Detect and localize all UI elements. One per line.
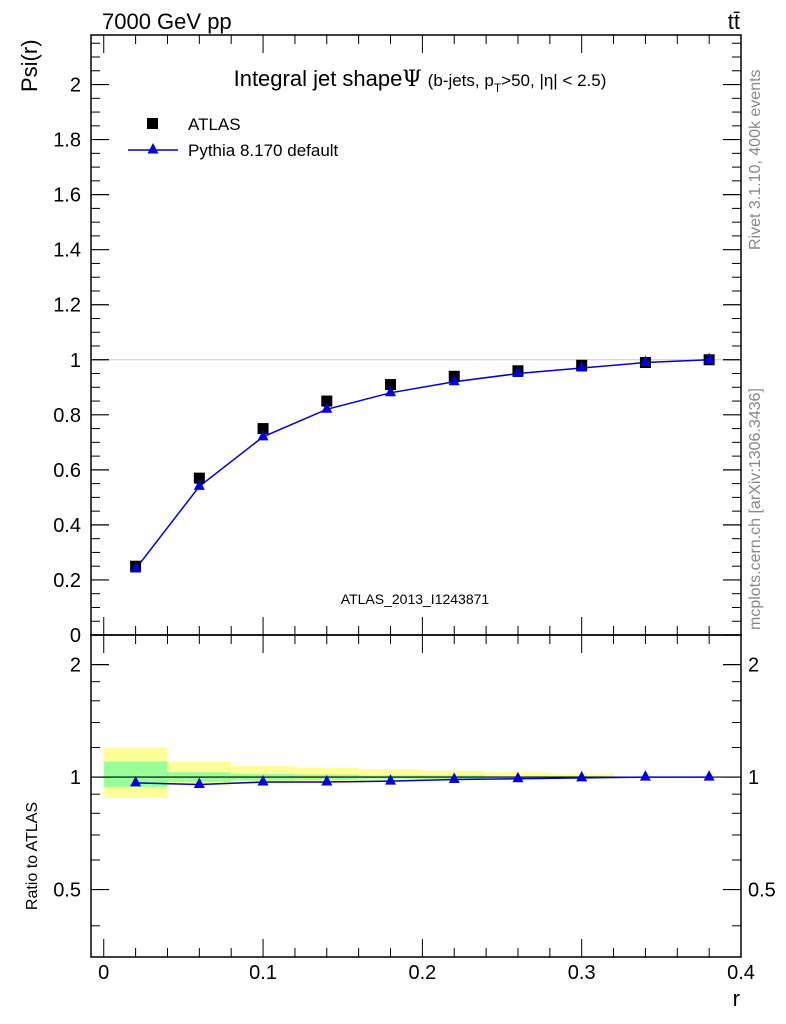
pythia-point-7 [576, 361, 588, 372]
upper-ytick-label: 1.8 [53, 130, 81, 152]
legend: ATLAS Pythia 8.170 default [128, 115, 339, 160]
rivet-note: Rivet 3.1.10, 400k events [747, 69, 764, 250]
ratio-pythia-point-4 [385, 774, 397, 785]
atlas-point-1 [193, 472, 205, 484]
upper-ytick-label: 0.6 [53, 460, 81, 482]
title-main: Integral jet shape [234, 66, 403, 91]
lower-frame [90, 634, 742, 958]
analysis-watermark: ATLAS_2013_I1243871 [341, 591, 490, 607]
pythia-point-2 [257, 429, 269, 441]
pythia-point-0 [130, 561, 142, 573]
ratio-pythia-point-6 [512, 771, 524, 783]
xtick-label: 0.1 [249, 962, 277, 984]
legend-atlas-label: ATLAS [188, 115, 241, 134]
pythia-point-1 [193, 479, 205, 490]
xtick-label: 0.4 [727, 962, 755, 984]
pythia-point-6 [512, 366, 524, 378]
upper-ytick-label: 0.4 [53, 515, 81, 537]
pythia-point-5 [448, 374, 460, 386]
upper-ytick-label: 0 [70, 625, 81, 647]
lower-ytick-label-left: 0.5 [53, 880, 81, 902]
atlas-point-2 [257, 423, 269, 435]
xtick-label: 0 [98, 962, 109, 984]
ratio-pythia-line [135, 776, 710, 786]
lower-ytick-label-right: 0.5 [748, 880, 776, 902]
upper-ytick-label: 2 [70, 75, 81, 97]
upper-y-axis-label: Psi(r) [17, 39, 42, 92]
upper-panel: 0 0.2 0.4 0.6 0.8 1 1.2 1.4 1.6 1.8 2 Integral jet… [17, 34, 742, 647]
upper-ytick-label: 0.8 [53, 405, 81, 427]
legend-atlas-marker [147, 118, 158, 129]
xtick-label: 0.2 [408, 962, 436, 984]
ratio-pythia-point-1 [193, 777, 205, 789]
upper-ytick-label: 0.2 [53, 570, 81, 592]
lower-ytick-label-right: 1 [748, 767, 759, 789]
lower-ytick-label-left: 2 [70, 655, 81, 677]
ratio-pythia-point-5 [448, 772, 460, 784]
upper-ytick-label: 1.6 [53, 185, 81, 207]
lower-ytick-label-right: 2 [748, 655, 759, 677]
process-label: tt̄ [728, 9, 740, 34]
legend-pythia-marker [147, 143, 159, 154]
title-cond-a: (b-jets, p [428, 71, 494, 90]
mcplots-note: mcplots.cern.ch [arXiv:1306.3436] [747, 388, 764, 630]
lower-y-axis-label: Ratio to ATLAS [24, 802, 41, 910]
xtick-label: 0.3 [568, 962, 596, 984]
atlas-point-4 [385, 379, 397, 391]
pythia-point-3 [321, 402, 333, 413]
ratio-pythia-point-0 [130, 775, 142, 787]
ratio-pythia-point-8 [639, 770, 651, 781]
lower-ytick-label-left: 1 [70, 767, 81, 789]
ratio-pythia-point-9 [703, 770, 715, 781]
legend-pythia-label: Pythia 8.170 default [188, 141, 339, 160]
upper-ytick-label: 1.4 [53, 240, 81, 262]
title-cond-sub: T [494, 81, 502, 95]
upper-ytick-label: 1 [70, 350, 81, 372]
atlas-point-3 [321, 395, 333, 407]
upper-ytick-label: 1.2 [53, 295, 81, 317]
energy-label: 7000 GeV pp [102, 9, 232, 34]
chart-title: Integral jet shapeΨ (b-jets, pT>50, |η| <… [234, 66, 607, 95]
title-cond-b: >50, |η| < 2.5) [501, 71, 606, 90]
title-psi: Ψ [402, 67, 421, 92]
x-axis-label: r [733, 986, 740, 1011]
ratio-pythia-point-2 [257, 775, 269, 786]
pythia-point-9 [703, 352, 715, 364]
pythia-line [135, 359, 710, 570]
pythia-point-8 [639, 355, 651, 367]
pythia-point-4 [385, 385, 397, 397]
lower-panel: 0.5 0.5 1 1 2 2 0 0.1 0.2 0.3 0.4 Ratio to ATLAS r [24, 634, 776, 1011]
ratio-pythia-point-3 [321, 775, 333, 786]
ratio-pythia-point-7 [576, 770, 588, 782]
